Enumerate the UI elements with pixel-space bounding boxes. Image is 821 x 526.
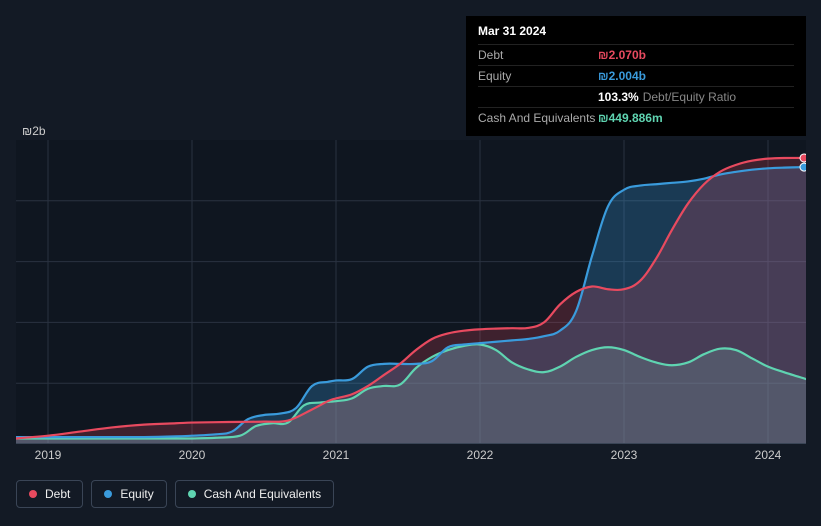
x-axis-label: 2019 [35, 448, 62, 462]
x-axis-labels: 2019 2020 2021 2022 2023 2024 [16, 448, 806, 466]
legend-label: Cash And Equivalents [204, 487, 321, 501]
x-axis-label: 2021 [323, 448, 350, 462]
tooltip-label: Cash And Equivalents [478, 111, 598, 125]
legend-equity[interactable]: Equity [91, 480, 166, 508]
tooltip-value-ratio: 103.3% Debt/Equity Ratio [598, 90, 794, 104]
legend-dot-icon [188, 490, 196, 498]
tooltip-label: Equity [478, 69, 598, 83]
legend-label: Equity [120, 487, 153, 501]
x-axis-label: 2022 [467, 448, 494, 462]
tooltip-date: Mar 31 2024 [478, 24, 794, 44]
chart-tooltip: Mar 31 2024 Debt ₪2.070b Equity ₪2.004b … [466, 16, 806, 136]
tooltip-row-debt: Debt ₪2.070b [478, 44, 794, 65]
tooltip-row-cash: Cash And Equivalents ₪449.886m [478, 107, 794, 128]
tooltip-value-debt: ₪2.070b [598, 48, 794, 62]
x-axis-label: 2023 [611, 448, 638, 462]
legend-dot-icon [29, 490, 37, 498]
legend-label: Debt [45, 487, 70, 501]
legend-debt[interactable]: Debt [16, 480, 83, 508]
ratio-label: Debt/Equity Ratio [643, 90, 736, 104]
ratio-pct: 103.3% [598, 90, 639, 104]
y-axis-label-top: ₪2b [22, 124, 46, 138]
chart-svg [16, 140, 806, 444]
tooltip-row-equity: Equity ₪2.004b [478, 65, 794, 86]
tooltip-value-cash: ₪449.886m [598, 111, 794, 125]
legend-dot-icon [104, 490, 112, 498]
tooltip-row-ratio: 103.3% Debt/Equity Ratio [478, 86, 794, 107]
tooltip-label: Debt [478, 48, 598, 62]
chart-area[interactable] [16, 140, 806, 444]
tooltip-label [478, 90, 598, 104]
chart-legend: Debt Equity Cash And Equivalents [16, 480, 334, 508]
x-axis-label: 2020 [179, 448, 206, 462]
tooltip-value-equity: ₪2.004b [598, 69, 794, 83]
legend-cash[interactable]: Cash And Equivalents [175, 480, 334, 508]
x-axis-label: 2024 [755, 448, 782, 462]
